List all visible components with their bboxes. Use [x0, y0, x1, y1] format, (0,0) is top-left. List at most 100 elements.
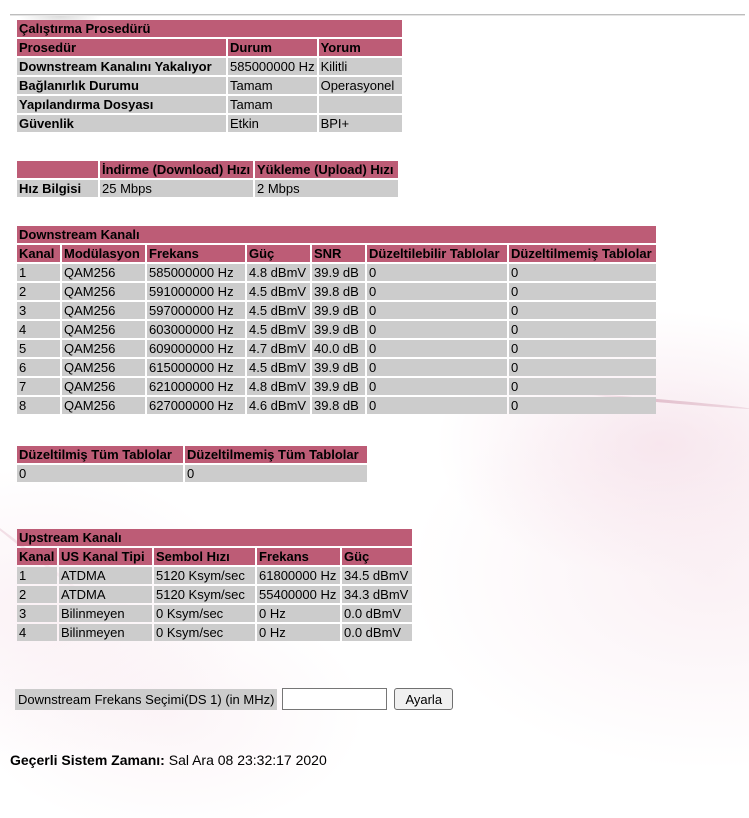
table-cell: QAM256: [62, 302, 145, 319]
table-title-row: Upstream Kanalı: [17, 529, 412, 546]
table-title: Upstream Kanalı: [17, 529, 412, 546]
table-row: 4 QAM256 603000000 Hz 4.5 dBmV 39.9 dB 0…: [17, 321, 656, 338]
table-cell: QAM256: [62, 397, 145, 414]
table-cell: 1: [17, 567, 57, 584]
operating-procedure-table: Çalıştırma Prosedürü Prosedür Durum Yoru…: [15, 18, 404, 134]
table-cell: 0: [509, 397, 656, 414]
table-cell: 25 Mbps: [100, 180, 253, 197]
column-header: Sembol Hızı: [154, 548, 255, 565]
table-header-row: Düzeltilmiş Tüm Tablolar Düzeltilmemiş T…: [17, 446, 367, 463]
column-header: İndirme (Download) Hızı: [100, 161, 253, 178]
column-header: Kanal: [17, 548, 57, 565]
frequency-form: Downstream Frekans Seçimi(DS 1) (in MHz)…: [15, 688, 749, 710]
table-row: Hız Bilgisi 25 Mbps 2 Mbps: [17, 180, 398, 197]
table-cell: 0: [509, 378, 656, 395]
table-cell: 4.7 dBmV: [247, 340, 310, 357]
table-title: Downstream Kanalı: [17, 226, 656, 243]
table-row: 3 QAM256 597000000 Hz 4.5 dBmV 39.9 dB 0…: [17, 302, 656, 319]
table-cell: 615000000 Hz: [147, 359, 245, 376]
table-cell: ATDMA: [59, 586, 152, 603]
top-divider: [10, 14, 745, 16]
table-cell: QAM256: [62, 359, 145, 376]
column-header: Düzeltilmiş Tüm Tablolar: [17, 446, 183, 463]
table-cell: Etkin: [228, 115, 317, 132]
table-row: 8 QAM256 627000000 Hz 4.6 dBmV 39.8 dB 0…: [17, 397, 656, 414]
table-cell: 39.9 dB: [312, 302, 365, 319]
table-cell: Tamam: [228, 77, 317, 94]
table-cell: [318, 96, 402, 113]
table-cell: 3: [17, 302, 60, 319]
table-cell: 39.8 dB: [312, 397, 365, 414]
table-cell: 39.9 dB: [312, 378, 365, 395]
table-cell: 621000000 Hz: [147, 378, 245, 395]
table-cell: 0: [367, 378, 507, 395]
table-cell: 55400000 Hz: [257, 586, 340, 603]
column-header: Düzeltilmemiş Tablolar: [509, 245, 656, 262]
upstream-channel-table: Upstream Kanalı Kanal US Kanal Tipi Semb…: [15, 527, 414, 643]
table-header-row: Kanal Modülasyon Frekans Güç SNR Düzelti…: [17, 245, 656, 262]
table-cell: 0.0 dBmV: [342, 624, 412, 641]
table-cell: 4.5 dBmV: [247, 359, 310, 376]
downstream-channel-table: Downstream Kanalı Kanal Modülasyon Freka…: [15, 224, 658, 416]
table-cell: QAM256: [62, 264, 145, 281]
table-cell: 2: [17, 586, 57, 603]
table-row: Downstream Kanalını Yakalıyor 585000000 …: [17, 58, 402, 75]
table-cell: Kilitli: [318, 58, 402, 75]
table-cell: 2: [17, 283, 60, 300]
table-cell: 4.5 dBmV: [247, 321, 310, 338]
table-cell: 0: [509, 264, 656, 281]
table-cell: 61800000 Hz: [257, 567, 340, 584]
column-header: Frekans: [147, 245, 245, 262]
table-cell: 0: [509, 359, 656, 376]
column-header: Düzeltilebilir Tablolar: [367, 245, 507, 262]
frequency-input[interactable]: [282, 688, 388, 710]
table-cell: Bilinmeyen: [59, 624, 152, 641]
column-header: Yükleme (Upload) Hızı: [255, 161, 398, 178]
table-cell: 0 Hz: [257, 605, 340, 622]
column-header: Durum: [228, 39, 317, 56]
table-row: 5 QAM256 609000000 Hz 4.7 dBmV 40.0 dB 0…: [17, 340, 656, 357]
table-cell: 4: [17, 321, 60, 338]
ayarla-button[interactable]: Ayarla: [394, 688, 454, 710]
table-row: 0 0: [17, 465, 367, 482]
codeword-totals-table: Düzeltilmiş Tüm Tablolar Düzeltilmemiş T…: [15, 444, 369, 484]
table-cell: 6: [17, 359, 60, 376]
table-row: 1 QAM256 585000000 Hz 4.8 dBmV 39.9 dB 0…: [17, 264, 656, 281]
column-header: US Kanal Tipi: [59, 548, 152, 565]
table-cell: 0: [367, 302, 507, 319]
table-header-row: Prosedür Durum Yorum: [17, 39, 402, 56]
table-cell: 0: [367, 397, 507, 414]
table-cell: BPI+: [318, 115, 402, 132]
table-cell: 39.8 dB: [312, 283, 365, 300]
table-row: Bağlanırlık Durumu Tamam Operasyonel: [17, 77, 402, 94]
table-cell: 34.3 dBmV: [342, 586, 412, 603]
table-row: 7 QAM256 621000000 Hz 4.8 dBmV 39.9 dB 0…: [17, 378, 656, 395]
table-cell: 597000000 Hz: [147, 302, 245, 319]
table-cell: 603000000 Hz: [147, 321, 245, 338]
table-cell: Hız Bilgisi: [17, 180, 98, 197]
column-header: [17, 161, 98, 178]
table-cell: 0: [509, 321, 656, 338]
table-cell: 0: [367, 283, 507, 300]
table-cell: QAM256: [62, 321, 145, 338]
table-cell: 0.0 dBmV: [342, 605, 412, 622]
table-cell: 5120 Ksym/sec: [154, 567, 255, 584]
table-row: 3 Bilinmeyen 0 Ksym/sec 0 Hz 0.0 dBmV: [17, 605, 412, 622]
table-cell: 4: [17, 624, 57, 641]
table-title-row: Downstream Kanalı: [17, 226, 656, 243]
table-cell: 5120 Ksym/sec: [154, 586, 255, 603]
table-header-row: Kanal US Kanal Tipi Sembol Hızı Frekans …: [17, 548, 412, 565]
system-time: Geçerli Sistem Zamanı: Sal Ara 08 23:32:…: [10, 752, 749, 768]
table-cell: 39.9 dB: [312, 264, 365, 281]
column-header: Güç: [247, 245, 310, 262]
table-cell: 0: [367, 340, 507, 357]
column-header: SNR: [312, 245, 365, 262]
table-cell: 609000000 Hz: [147, 340, 245, 357]
table-cell: Bağlanırlık Durumu: [17, 77, 226, 94]
table-cell: 0: [185, 465, 367, 482]
table-cell: 585000000 Hz: [228, 58, 317, 75]
table-cell: 2 Mbps: [255, 180, 398, 197]
table-row: Güvenlik Etkin BPI+: [17, 115, 402, 132]
table-cell: 0 Ksym/sec: [154, 605, 255, 622]
table-cell: 1: [17, 264, 60, 281]
